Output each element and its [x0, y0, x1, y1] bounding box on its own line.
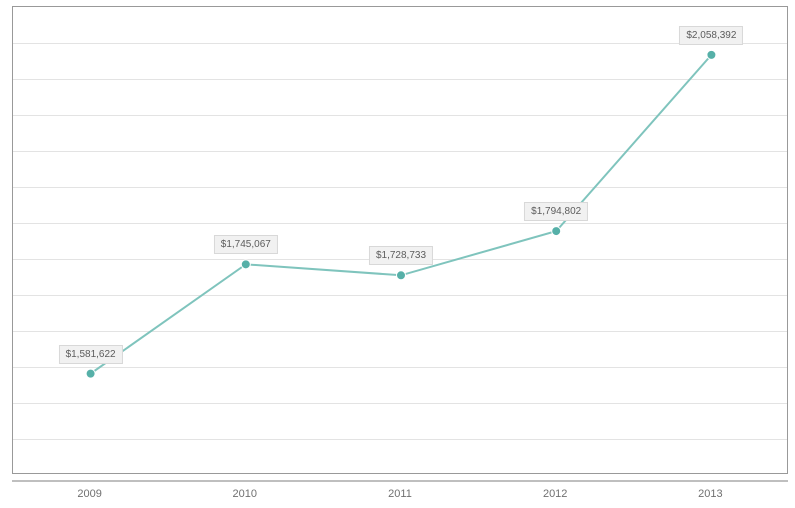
series-layer — [13, 7, 789, 475]
data-label: $2,058,392 — [679, 26, 743, 45]
line-chart: $1,581,622 $1,745,067 $1,728,733 $1,794,802… — [0, 0, 795, 508]
x-axis — [12, 480, 788, 482]
data-point[interactable] — [397, 271, 406, 280]
data-label: $1,728,733 — [369, 246, 433, 265]
data-point[interactable] — [241, 260, 250, 269]
plot-area: $1,581,622 $1,745,067 $1,728,733 $1,794,802… — [12, 6, 788, 474]
x-tick-label: 2009 — [77, 488, 101, 500]
data-point[interactable] — [86, 369, 95, 378]
series-line — [91, 55, 712, 374]
data-label: $1,745,067 — [214, 235, 278, 254]
x-tick-label: 2010 — [233, 488, 257, 500]
data-label: $1,794,802 — [524, 202, 588, 221]
x-tick-label: 2013 — [698, 488, 722, 500]
x-tick-label: 2012 — [543, 488, 567, 500]
data-point[interactable] — [707, 50, 716, 59]
data-label: $1,581,622 — [59, 345, 123, 364]
x-tick-label: 2011 — [388, 488, 412, 500]
data-point[interactable] — [552, 227, 561, 236]
